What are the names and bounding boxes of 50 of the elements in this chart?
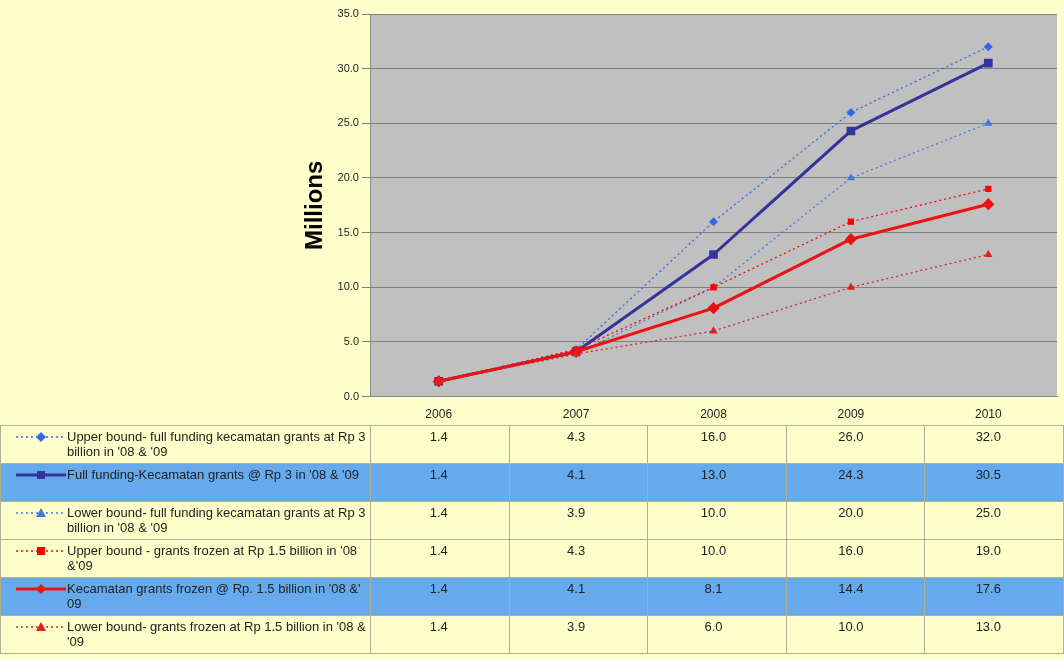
data-label: 3.9 (567, 505, 586, 521)
data-label: 16.0 (700, 429, 727, 445)
data-label: 1.4 (429, 619, 448, 635)
data-label: 1.4 (429, 543, 448, 559)
data-label: 4.1 (567, 467, 586, 483)
data-label: 17.6 (975, 581, 1001, 597)
data-label: 19.0 (975, 543, 1001, 559)
legend-label: Upper bound- full funding kecamatan grants at Rp 3 billion in '08 & '09 (67, 429, 367, 459)
y-tick-label: 35.0 (337, 7, 359, 20)
y-tick-label: 20.0 (337, 171, 359, 183)
data-label: 16.0 (838, 543, 864, 559)
data-label: 10.0 (838, 619, 864, 635)
data-label: 4.3 (567, 429, 586, 445)
data-label: 10.0 (700, 543, 727, 559)
x-tick-label: 2006 (425, 407, 453, 422)
data-label: 13.0 (975, 619, 1001, 635)
data-label: 30.5 (975, 467, 1001, 483)
y-tick-label: 0.0 (343, 389, 359, 402)
data-label: 13.0 (700, 467, 727, 483)
x-tick-label: 2007 (562, 407, 590, 422)
y-axis-title: Millions (299, 160, 327, 250)
x-tick-label: 2008 (700, 407, 728, 422)
data-label: 8.1 (704, 581, 723, 597)
data-label: 10.0 (700, 505, 727, 521)
data-label: 1.4 (429, 581, 448, 597)
data-label: 24.3 (838, 467, 864, 483)
y-tick-label: 5.0 (343, 334, 359, 347)
y-tick-label: 25.0 (337, 116, 359, 129)
data-label: 1.4 (429, 505, 448, 521)
data-label: 1.4 (429, 429, 448, 445)
data-label: 3.9 (567, 619, 586, 635)
legend-label: Upper bound - grants frozen at Rp 1.5 billion in '08 &'09 (67, 543, 359, 573)
data-label: 4.3 (567, 543, 586, 559)
data-label: 4.1 (567, 581, 586, 597)
data-label: 14.4 (838, 581, 864, 597)
x-tick-label: 2009 (837, 407, 865, 422)
data-label: 25.0 (975, 505, 1001, 521)
legend-label: Kecamatan grants frozen @ Rp. 1.5 billion in '08 &' 09 (67, 581, 362, 611)
legend-label: Full funding-Kecamatan grants @ Rp 3 in '08 & '09 (67, 467, 360, 482)
data-label: 26.0 (838, 429, 864, 445)
x-tick-label: 2010 (974, 407, 1002, 422)
data-label: 20.0 (838, 505, 864, 521)
y-tick-label: 15.0 (337, 225, 359, 238)
legend-label: Lower bound- grants frozen at Rp 1.5 billion in '08 & '09 (67, 619, 367, 649)
data-label: 32.0 (975, 429, 1001, 445)
data-label: 6.0 (704, 619, 723, 635)
y-tick-label: 30.0 (337, 61, 359, 74)
data-label: 1.4 (429, 467, 448, 483)
y-tick-label: 10.0 (337, 280, 359, 293)
legend-label: Lower bound- full funding kecamatan grants at Rp 3 billion in '08 & '09 (67, 505, 367, 535)
